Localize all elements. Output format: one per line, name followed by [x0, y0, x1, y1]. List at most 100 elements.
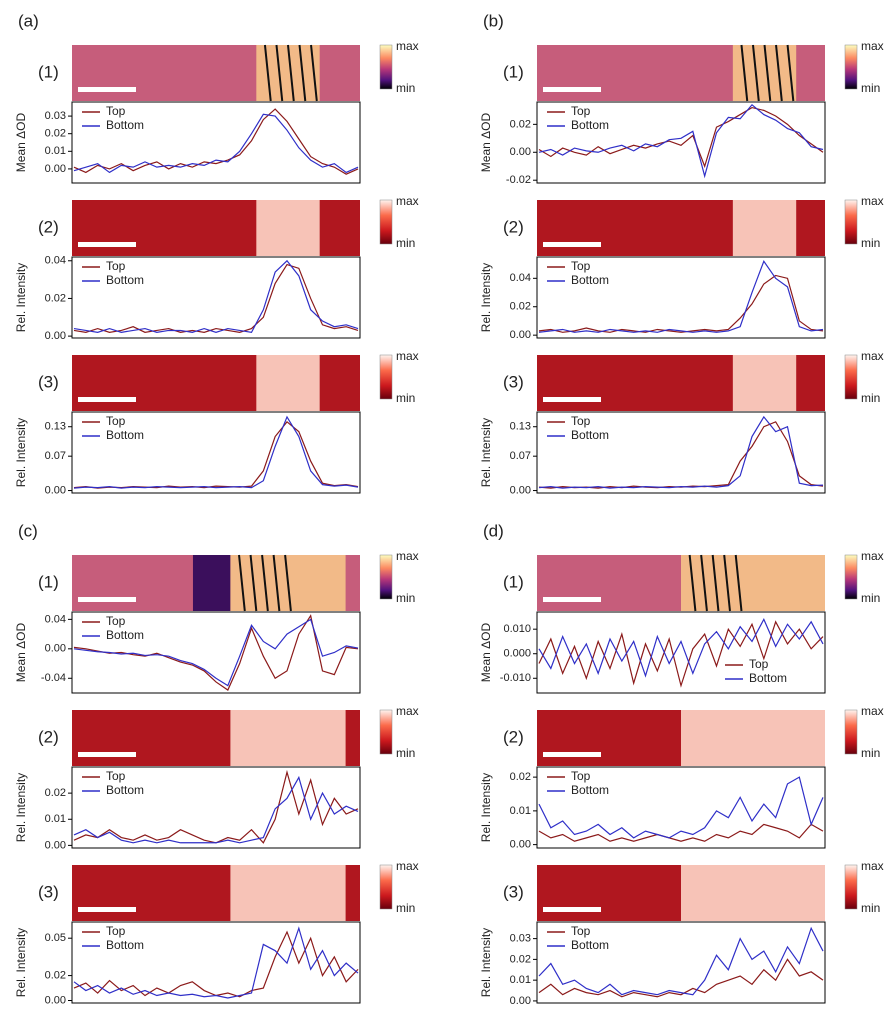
y-axis-label: Rel. Intensity [479, 263, 493, 332]
image-bright [681, 865, 825, 921]
scale-bar [78, 752, 136, 757]
colorbar-min: min [861, 901, 880, 915]
legend-label: Top [571, 104, 591, 118]
colorbar-min: min [861, 236, 880, 250]
row-label: (3) [503, 372, 524, 391]
colorbar [845, 555, 857, 599]
legend-label: Top [571, 924, 591, 938]
colorbar-min: min [396, 391, 415, 405]
colorbar-max: max [396, 194, 419, 208]
row-label: (1) [38, 572, 59, 591]
row-label: (3) [38, 372, 59, 391]
legend-label: Top [106, 924, 126, 938]
y-axis-label: Rel. Intensity [14, 773, 28, 842]
colorbar [845, 355, 857, 399]
colorbar-min: min [396, 236, 415, 250]
scale-bar [543, 597, 601, 602]
y-tick-label: 0.00 [510, 484, 531, 496]
colorbar-max: max [861, 39, 884, 53]
y-tick-label: 0.03 [510, 933, 531, 945]
y-tick-label: 0.02 [510, 953, 531, 965]
y-tick-label: 0.02 [45, 969, 66, 981]
legend-label: Top [106, 769, 126, 783]
row-label: (2) [38, 727, 59, 746]
y-tick-label: 0.02 [45, 787, 66, 799]
y-tick-label: 0.02 [510, 301, 531, 313]
y-tick-label: 0.01 [510, 974, 531, 986]
row-label: (3) [38, 882, 59, 901]
legend-label: Bottom [571, 938, 609, 952]
scale-bar [78, 397, 136, 402]
scale-bar [78, 907, 136, 912]
figure: (a)(1)maxmin0.000.010.020.03Mean ΔODTopB… [0, 0, 890, 1006]
legend-label: Bottom [571, 118, 609, 132]
y-tick-label: -0.04 [41, 672, 66, 684]
colorbar-max: max [396, 704, 419, 718]
y-tick-label: 0.01 [510, 805, 531, 817]
y-axis-label: Rel. Intensity [479, 928, 493, 997]
colorbar [380, 45, 392, 89]
colorbar [380, 555, 392, 599]
y-tick-label: 0.04 [510, 272, 531, 284]
colorbar-max: max [861, 549, 884, 563]
row-label: (2) [503, 727, 524, 746]
colorbar-min: min [396, 746, 415, 760]
legend-label: Bottom [106, 628, 144, 642]
y-tick-label: 0.02 [45, 292, 66, 304]
y-axis-label: Rel. Intensity [14, 928, 28, 997]
y-tick-label: 0.00 [45, 839, 66, 851]
colorbar-max: max [396, 349, 419, 363]
y-axis-label: Mean ΔOD [14, 622, 28, 682]
row-label: (2) [503, 217, 524, 236]
y-tick-label: 0.01 [45, 813, 66, 825]
image-bright [256, 355, 319, 411]
colorbar-min: min [396, 81, 415, 95]
y-axis-label: Rel. Intensity [479, 418, 493, 487]
y-tick-label: -0.02 [506, 174, 531, 186]
image-bright [681, 710, 825, 766]
y-tick-label: 0.00 [45, 163, 66, 175]
scale-bar [543, 397, 601, 402]
y-tick-label: 0.000 [503, 648, 531, 660]
image-bright [230, 865, 345, 921]
y-tick-label: 0.010 [503, 623, 531, 635]
y-axis-label: Rel. Intensity [14, 263, 28, 332]
y-tick-label: 0.13 [510, 421, 531, 433]
y-axis-label: Mean ΔOD [14, 112, 28, 172]
image-bright [733, 200, 796, 256]
colorbar-max: max [861, 704, 884, 718]
image-bright [733, 355, 796, 411]
colorbar-max: max [861, 194, 884, 208]
scale-bar [543, 242, 601, 247]
legend-label: Bottom [106, 273, 144, 287]
image-dark [193, 555, 230, 611]
colorbar-min: min [861, 591, 880, 605]
legend-label: Top [106, 259, 126, 273]
y-tick-label: 0.13 [45, 421, 66, 433]
y-tick-label: 0.01 [45, 145, 66, 157]
panel-label: (d) [483, 521, 504, 540]
scale-bar [78, 597, 136, 602]
y-axis-label: Mean ΔOD [479, 622, 493, 682]
legend-label: Top [571, 414, 591, 428]
colorbar-min: min [396, 901, 415, 915]
y-tick-label: 0.07 [510, 450, 531, 462]
scale-bar [78, 242, 136, 247]
y-tick-label: 0.00 [510, 329, 531, 341]
legend-label: Top [571, 259, 591, 273]
y-tick-label: 0.00 [45, 643, 66, 655]
y-tick-label: 0.00 [45, 330, 66, 342]
colorbar-max: max [396, 39, 419, 53]
image-bright [230, 710, 345, 766]
colorbar-min: min [861, 391, 880, 405]
colorbar [845, 200, 857, 244]
y-tick-label: 0.04 [45, 613, 66, 625]
legend-label: Bottom [571, 273, 609, 287]
legend-label: Bottom [749, 671, 787, 685]
colorbar-max: max [861, 859, 884, 873]
panel-label: (c) [18, 521, 38, 540]
panel-label: (b) [483, 11, 504, 30]
colorbar [845, 710, 857, 754]
colorbar-max: max [861, 349, 884, 363]
legend-label: Bottom [106, 783, 144, 797]
